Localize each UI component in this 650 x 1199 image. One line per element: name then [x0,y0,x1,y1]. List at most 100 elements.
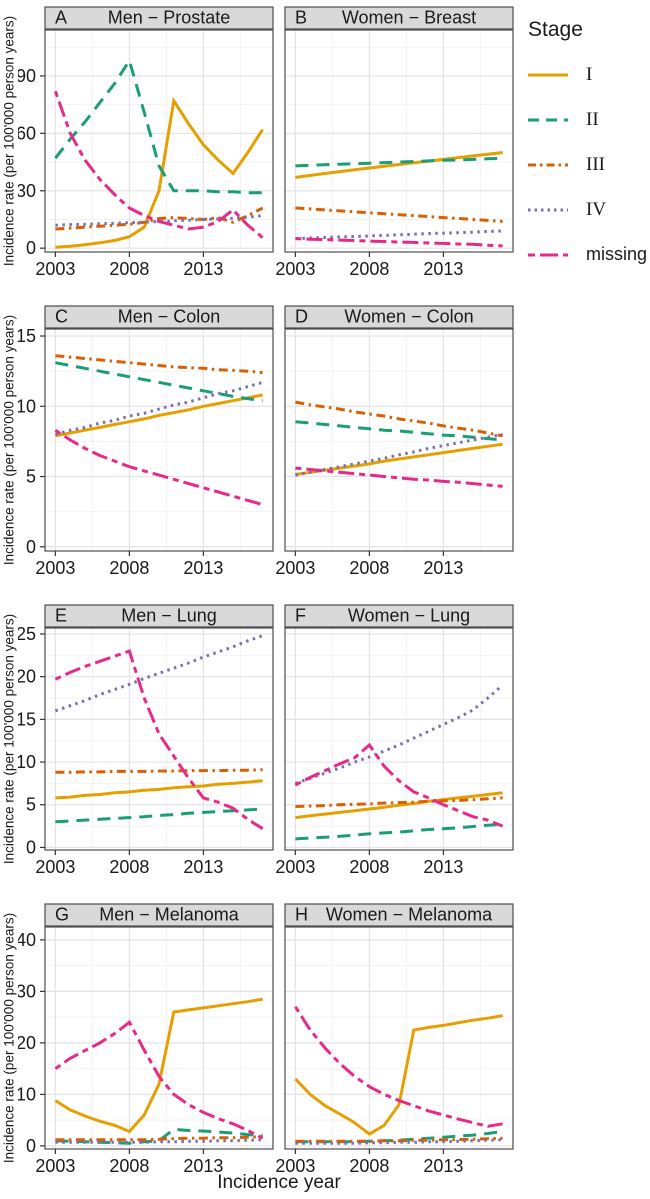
line-D-stage-missing [295,466,503,488]
x-tick-label: 2003 [275,259,315,278]
panel-border-C [44,328,274,552]
gridlines-A [45,30,273,252]
y-tick-label: 0 [26,1136,36,1156]
line-D-stage-I [295,442,503,476]
x-tick-label: 2013 [423,259,463,278]
legend-label: III [586,153,605,175]
x-axis-title: Incidence year [217,1172,341,1193]
strip-letter-H: H [295,905,308,925]
panel-border-F [284,627,514,851]
chart-row-lung: Incidence rate (per 100'000 person years… [2,604,650,876]
line-H-stage-missing [294,1005,503,1128]
strip-title-B: Women − Breast [342,8,476,28]
panel-border-D [284,328,514,552]
line-H-stage-I [294,1014,503,1136]
panel-bg-F [285,628,513,850]
y-tick-label: 15 [18,326,36,346]
x-tick-label: 2013 [423,857,463,876]
y-tick-label: 5 [26,467,36,487]
row-svg-1: A Men − Prostate 2003 2008 2013 0 30 60 90 B Women… [18,6,514,278]
line-F-stage-II [295,822,503,841]
y-tick-label: 10 [18,752,36,772]
panel-bg-D [285,329,513,551]
line-B-stage-missing [295,237,503,248]
gridlines-D [285,329,513,551]
line-H-stage-II [295,1130,503,1144]
strip-letter-F: F [295,606,306,626]
line-G-stage-missing [54,1020,264,1140]
strip-F [284,604,514,628]
y-tick-label: 0 [26,238,36,258]
legend-entry-stage-2: II [520,97,648,142]
legend-label: missing [586,244,648,264]
legend-entry-missing: missing [520,232,648,277]
strip-title-G: Men − Melanoma [99,905,240,925]
x-tick-label: 2003 [35,259,75,278]
line-G-stage-III [55,1135,263,1142]
x-tick-label: 2003 [275,857,315,876]
x-tick-label: 2003 [275,558,315,577]
line-F-stage-IV [294,684,504,785]
x-tick-label: 2008 [349,857,389,876]
legend-label: II [586,108,599,130]
y-tick-label: 30 [18,981,36,1001]
chart-row-melanoma: Incidence rate (per 100'000 person years… [2,903,650,1175]
x-tick-label: 2008 [349,259,389,278]
x-tick-label: 2008 [109,558,149,577]
y-tick-label: 90 [18,66,36,86]
legend-line-sample [528,163,568,166]
legend-entry-stage-1: I [520,52,648,97]
strip-G [44,903,274,927]
x-tick-label: 2008 [109,259,149,278]
x-tick-label: 2008 [109,1156,149,1175]
strip-letter-B: B [295,8,307,28]
line-C-stage-III [55,354,263,375]
strip-title-F: Women − Lung [348,606,470,626]
x-tick-label: 2013 [183,259,223,278]
y-axis-label: Incidence rate (per 100'000 person years… [1,912,17,1164]
strip-H [284,903,514,927]
line-F-stage-I [295,791,503,820]
strip-letter-D: D [295,307,308,327]
legend-label: IV [586,198,607,220]
strip-title-H: Women − Melanoma [326,905,493,925]
legend-label: I [586,63,593,85]
strip-letter-A: A [55,8,67,28]
x-tick-label: 2013 [423,1156,463,1175]
line-B-stage-I [295,151,503,179]
panel-border-G [44,926,274,1150]
line-D-stage-II [295,420,503,442]
strip-letter-E: E [55,606,67,626]
panel-bg-E [45,628,273,850]
y-tick-label: 20 [18,667,36,687]
strip-letter-C: C [55,307,68,327]
x-tick-label: 2003 [35,1156,75,1175]
x-tick-label: 2008 [109,857,149,876]
legend-entry-stage-3: III [520,142,648,187]
y-axis-label: Incidence rate (per 100'000 person years… [1,314,17,566]
panel-border-B [284,29,514,253]
strip-E [44,604,274,628]
legend-line-sample [528,208,568,211]
strip-B [284,6,514,30]
line-G-stage-II [55,1127,263,1145]
row-svg-2: C Men − Colon 2003 2008 2013 0 5 10 15 D Women − C… [18,305,514,577]
panel-bg-G [45,927,273,1149]
panel-border-E [44,627,274,851]
line-F-stage-III [295,796,503,808]
y-tick-label: 60 [18,123,36,143]
x-tick-label: 2008 [349,558,389,577]
legend-entry-stage-4: IV [520,187,648,232]
x-tick-label: 2008 [349,1156,389,1175]
x-tick-label: 2013 [183,857,223,876]
gridlines-H [285,927,513,1149]
line-C-stage-IV [54,380,264,436]
y-tick-label: 5 [26,795,36,815]
x-tick-label: 2013 [183,558,223,577]
line-C-stage-I [55,393,263,438]
panel-bg-B [285,30,513,252]
y-tick-label: 10 [18,1084,36,1104]
row-svg-3: E Men − Lung 2003 2008 2013 0 5 10 15 20 25 F Women … [18,604,514,876]
line-A-stage-I [55,96,264,249]
y-tick-label: 20 [18,1033,36,1053]
